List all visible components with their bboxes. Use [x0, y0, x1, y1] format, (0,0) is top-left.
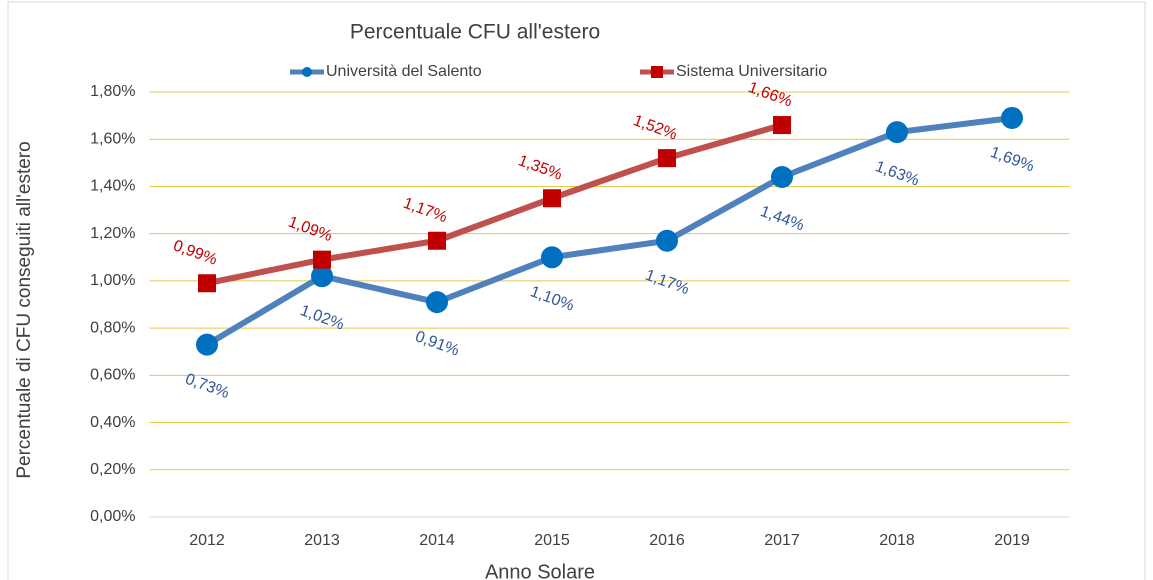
y-tick-label: 1,40% — [90, 178, 135, 195]
point-marker — [313, 250, 331, 269]
x-tick-label: 2019 — [994, 532, 1030, 549]
point-marker — [656, 229, 678, 252]
x-tick-label: 2016 — [649, 532, 685, 549]
y-tick-label: 1,80% — [90, 83, 135, 100]
x-tick-label: 2015 — [534, 532, 570, 549]
x-tick-label: 2012 — [189, 532, 225, 549]
point-marker — [886, 121, 908, 144]
x-tick-label: 2014 — [419, 532, 455, 549]
y-tick-label: 0,60% — [90, 367, 135, 384]
legend-marker — [302, 67, 312, 77]
point-marker — [1001, 106, 1023, 129]
legend-label: Sistema Universitario — [676, 63, 827, 80]
point-marker — [658, 149, 676, 168]
y-tick-label: 1,20% — [90, 225, 135, 242]
point-marker — [773, 116, 791, 135]
series-line — [205, 114, 1013, 348]
x-tick-label: 2018 — [879, 532, 915, 549]
y-tick-label: 1,60% — [90, 130, 135, 147]
point-marker — [198, 274, 216, 293]
point-marker — [541, 246, 563, 269]
x-axis-label: Anno Solare — [485, 561, 595, 580]
point-marker — [311, 265, 333, 288]
chart-title: Percentuale CFU all'estero — [350, 21, 600, 44]
x-tick-label: 2017 — [764, 532, 800, 549]
y-tick-label: 0,80% — [90, 319, 135, 336]
point-marker — [543, 189, 561, 208]
series-line — [206, 122, 783, 287]
point-marker — [196, 333, 218, 356]
chart-border — [7, 1, 1146, 580]
y-tick-label: 1,00% — [90, 272, 135, 289]
point-marker — [426, 291, 448, 314]
y-tick-label: 0,00% — [90, 508, 135, 525]
x-tick-label: 2013 — [304, 532, 340, 549]
y-tick-label: 0,40% — [90, 414, 135, 431]
y-tick-label: 0,20% — [90, 461, 135, 478]
y-axis-label: Percentuale di CFU conseguiti all'estero — [14, 141, 35, 478]
legend-label: Università del Salento — [326, 63, 482, 80]
point-marker — [771, 166, 793, 188]
legend-marker — [651, 66, 663, 78]
point-marker — [428, 231, 446, 250]
